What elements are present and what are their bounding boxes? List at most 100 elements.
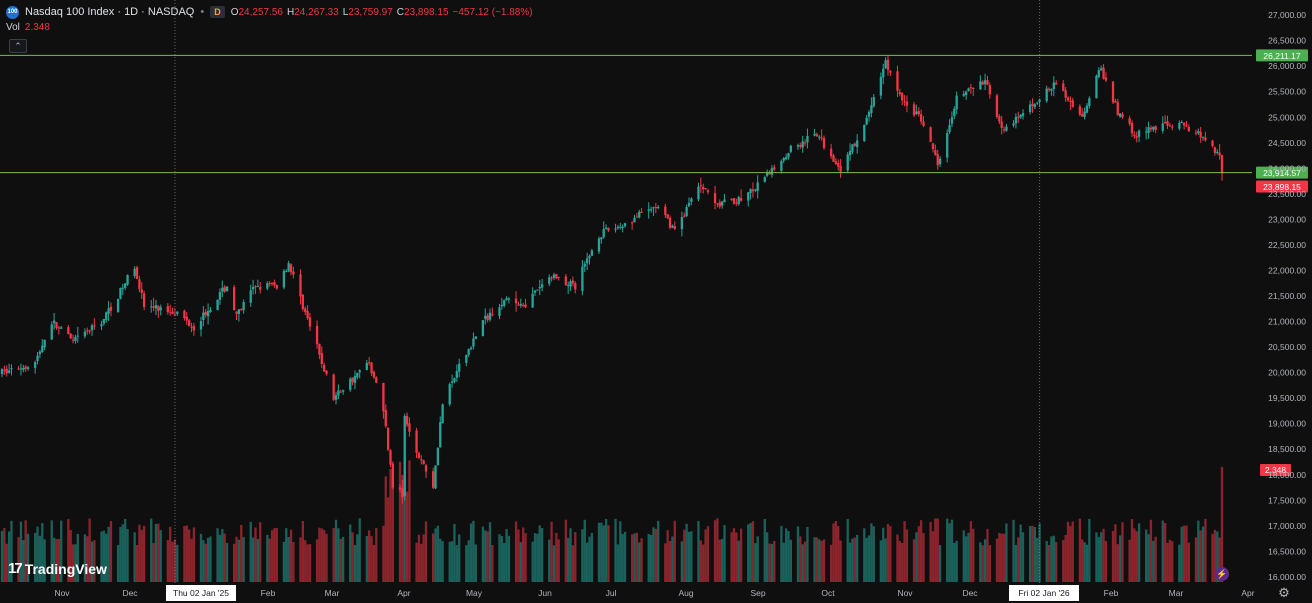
volume-bar (341, 536, 345, 582)
volume-bar (967, 532, 970, 582)
candle-body (657, 207, 660, 209)
candle-body (5, 368, 8, 374)
time-tick-label: Thu 02 Jan '25 (173, 588, 229, 598)
volume-bar (548, 539, 551, 582)
volume-bar (813, 537, 816, 582)
tradingview-wordmark: TradingView (24, 560, 107, 577)
volume-bar (837, 526, 840, 582)
volume-bar (796, 526, 800, 582)
candle-body (503, 300, 506, 306)
volume-bar (737, 540, 740, 582)
symbol-title[interactable]: Nasdaq 100 Index · 1D · NASDAQ (25, 6, 195, 18)
volume-bar (17, 537, 20, 582)
candle-body (69, 333, 72, 339)
candle-body (474, 336, 477, 339)
volume-bar (116, 544, 120, 582)
candle-body (420, 459, 423, 461)
volume-label[interactable]: Vol (6, 22, 20, 33)
candle-body (133, 268, 136, 277)
data-badge[interactable]: D (210, 6, 225, 18)
volume-bar (834, 521, 838, 582)
candle-body (948, 124, 951, 133)
time-tick-label: Oct (821, 588, 835, 598)
volume-bar (896, 534, 899, 582)
volume-bar (780, 525, 783, 582)
volume-bar (995, 538, 999, 582)
candle-body (1036, 102, 1039, 104)
lightning-icon[interactable]: ⚡ (1215, 567, 1229, 581)
candle-body (737, 197, 740, 205)
volume-bar (983, 539, 987, 582)
candle-body (370, 362, 373, 374)
volume-bar (555, 532, 558, 582)
volume-bar (898, 541, 901, 582)
volume-bar (169, 526, 172, 582)
volume-bar (242, 537, 245, 582)
candle-body (299, 274, 302, 297)
candle-body (467, 349, 470, 355)
time-axis-background (0, 584, 1312, 603)
volume-bar (922, 533, 925, 582)
volume-bar (1168, 539, 1172, 582)
candle-body (1050, 89, 1053, 91)
volume-bar (282, 541, 286, 582)
tradingview-logo[interactable]: 17 TradingView (8, 560, 107, 577)
candle-body (536, 289, 539, 291)
candle-body (713, 192, 717, 204)
gear-icon[interactable]: ⚙ (1278, 585, 1290, 600)
volume-bar (1097, 537, 1100, 582)
volume-bar (83, 534, 87, 582)
volume-bar (1066, 521, 1070, 582)
volume-bar (889, 526, 892, 582)
volume-bar (912, 539, 916, 582)
volume-bar (484, 530, 487, 582)
time-tick-label: Mar (325, 588, 340, 598)
volume-bar (604, 518, 608, 582)
volume-bar (690, 531, 693, 582)
candle-body (739, 198, 743, 201)
candle-body (652, 207, 655, 209)
volume-bar (1194, 537, 1198, 582)
volume-bar (431, 533, 435, 582)
candle-body (813, 133, 816, 136)
volume-bar (569, 528, 572, 582)
volume-bar (1137, 523, 1141, 582)
candle-body (938, 158, 942, 165)
candle-body (486, 315, 489, 320)
candle-body (749, 189, 752, 194)
volume-bar (704, 529, 707, 582)
volume-bar (498, 534, 501, 582)
candle-body (1220, 155, 1224, 174)
candle-body (780, 161, 783, 171)
candle-body (1201, 136, 1205, 138)
volume-bar (434, 528, 437, 582)
candle-body (107, 308, 110, 314)
volume-bar (233, 543, 236, 582)
volume-bar (585, 542, 589, 582)
candle-body (353, 376, 357, 383)
volume-bar (1002, 533, 1006, 582)
collapse-legend-button[interactable]: ⌃ (9, 39, 27, 53)
candle-body (315, 325, 319, 345)
volume-bar (574, 532, 577, 582)
volume-bar (782, 542, 785, 582)
volume-bar (1171, 541, 1174, 582)
candle-body (931, 143, 935, 150)
candle-body (550, 277, 553, 279)
volume-bar (420, 543, 423, 582)
volume-bar (304, 540, 307, 582)
volume-legend: Vol 2.348 (6, 22, 50, 33)
candle-body (450, 381, 454, 383)
volume-bar (522, 527, 525, 582)
candle-body (10, 368, 13, 370)
volume-bar (533, 533, 537, 582)
volume-tag-label: 2.348 (1265, 465, 1287, 475)
volume-bar (1216, 531, 1219, 582)
candle-body (519, 304, 522, 306)
candle-body (1161, 123, 1164, 131)
price-tick-label: 25,000.00 (1268, 112, 1306, 122)
volume-bar (856, 534, 859, 582)
candle-body (55, 322, 58, 329)
candle-body (889, 70, 892, 73)
